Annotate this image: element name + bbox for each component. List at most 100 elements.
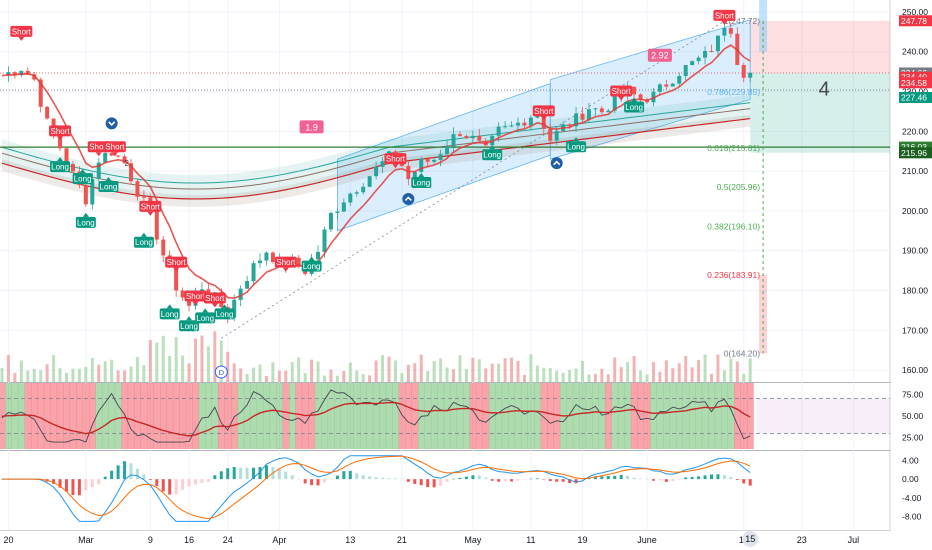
macd-histogram-bar [335, 475, 339, 480]
ratio-badge: 2.92 [647, 48, 672, 62]
rsi-state-bar [321, 383, 329, 449]
short-signal[interactable]: Short [532, 105, 555, 121]
signal-label: Short [276, 258, 296, 267]
volume-bar [452, 369, 455, 382]
volume-bar [729, 358, 733, 382]
candle-body [741, 65, 746, 78]
macd-histogram-bar [232, 467, 236, 480]
volume-bar [671, 368, 675, 382]
signal-label: Short [12, 27, 32, 36]
macd-line [2, 455, 751, 522]
volume-bar [323, 375, 326, 382]
long-signal[interactable]: Long [50, 157, 71, 173]
short-signal[interactable]: Short [49, 125, 72, 141]
volume-bar [490, 363, 494, 382]
volume-bar [129, 366, 133, 382]
rsi-state-bar [211, 383, 219, 449]
macd-histogram-bar [735, 479, 739, 481]
volume-bar [58, 368, 62, 382]
candle-body [25, 70, 30, 75]
short-signal[interactable]: Short [384, 153, 407, 169]
rsi-state-bar [314, 383, 322, 449]
dividend-marker-icon[interactable]: D [214, 365, 228, 379]
short-signal[interactable]: Short [184, 290, 207, 306]
rsi-state-bar [521, 383, 528, 449]
long-signal[interactable]: Long [482, 145, 503, 161]
signal-label: Long [412, 179, 430, 188]
short-signal[interactable]: Short [274, 256, 297, 272]
macd-histogram-bar [742, 479, 746, 484]
long-signal[interactable]: Long [98, 177, 119, 193]
macd-axis-tick: -8.00 [902, 512, 922, 522]
price-axis-tick: 190.00 [902, 246, 928, 256]
rsi-state-bar [89, 383, 96, 449]
short-signal[interactable]: Short [203, 292, 226, 308]
macd-histogram-bar [129, 463, 133, 480]
long-signal[interactable]: Long [133, 232, 154, 248]
wave-label: 4 [819, 79, 830, 101]
rsi-state-bar [347, 383, 354, 449]
volume-bar [703, 354, 707, 382]
rsi-state-bar [701, 383, 709, 449]
long-signal[interactable]: Long [159, 304, 180, 320]
macd-histogram-bar [213, 475, 217, 480]
signal-label: Long [161, 310, 179, 319]
long-signal[interactable]: Long [195, 308, 216, 324]
wave-label: 2 [125, 159, 130, 168]
short-signal[interactable]: Short [165, 256, 188, 272]
rsi-state-bar [289, 383, 296, 449]
volume-bar [419, 354, 423, 382]
rsi-state-bar [353, 383, 361, 449]
macd-histogram-bar [406, 479, 410, 482]
short-signal[interactable]: Short [103, 141, 126, 157]
short-signal[interactable]: Short [10, 25, 33, 41]
short-signal[interactable]: Short [139, 200, 162, 216]
long-signal[interactable]: Long [624, 97, 645, 113]
long-signal[interactable]: Long [214, 304, 235, 320]
candle-body [580, 113, 585, 120]
volume-bar [116, 370, 120, 382]
volume-bar [587, 374, 591, 382]
volume-bar [226, 351, 230, 382]
long-signal[interactable]: Long [411, 173, 432, 189]
short-signal[interactable]: Short [610, 85, 633, 101]
macd-histogram-bar [387, 478, 391, 480]
candle-body [522, 122, 527, 126]
rsi-state-bar [437, 383, 445, 449]
rsi-state-bar [405, 383, 412, 449]
candle-body [270, 252, 275, 263]
volume-bar [239, 368, 243, 382]
rsi-state-bar [398, 383, 406, 449]
volume-bar [555, 370, 559, 382]
ma-brown [1, 108, 751, 190]
volume-bar [155, 342, 159, 382]
volume-bar [284, 370, 288, 382]
macd-histogram-bar [155, 479, 159, 487]
rsi-state-bar [508, 383, 516, 449]
macd-histogram-bar [381, 477, 385, 480]
macd-histogram-bar [187, 479, 191, 487]
candle-body [509, 125, 514, 127]
macd-histogram-bar [97, 479, 101, 485]
macd-histogram-bar [697, 476, 701, 480]
long-signal[interactable]: Long [75, 212, 96, 228]
rsi-future-zone [756, 398, 890, 434]
volume-bar [387, 356, 391, 382]
candle-body [638, 94, 643, 100]
macd-histogram-bar [323, 479, 326, 483]
short-signal[interactable]: Short [713, 9, 736, 25]
rsi-state-bar [392, 383, 399, 449]
macd-histogram-bar [103, 476, 107, 480]
volume-bar [464, 369, 468, 382]
long-signal[interactable]: Long [566, 137, 587, 153]
rsi-state-bar [153, 383, 161, 449]
candle-body [599, 108, 604, 113]
long-signal[interactable]: Long [72, 169, 93, 185]
volume-bar [310, 359, 314, 382]
date-axis-tick: 23 [797, 535, 807, 545]
candle-body [32, 74, 37, 80]
candle-body [503, 126, 508, 128]
long-signal[interactable]: Long [179, 316, 200, 332]
long-signal[interactable]: Long [301, 256, 322, 272]
